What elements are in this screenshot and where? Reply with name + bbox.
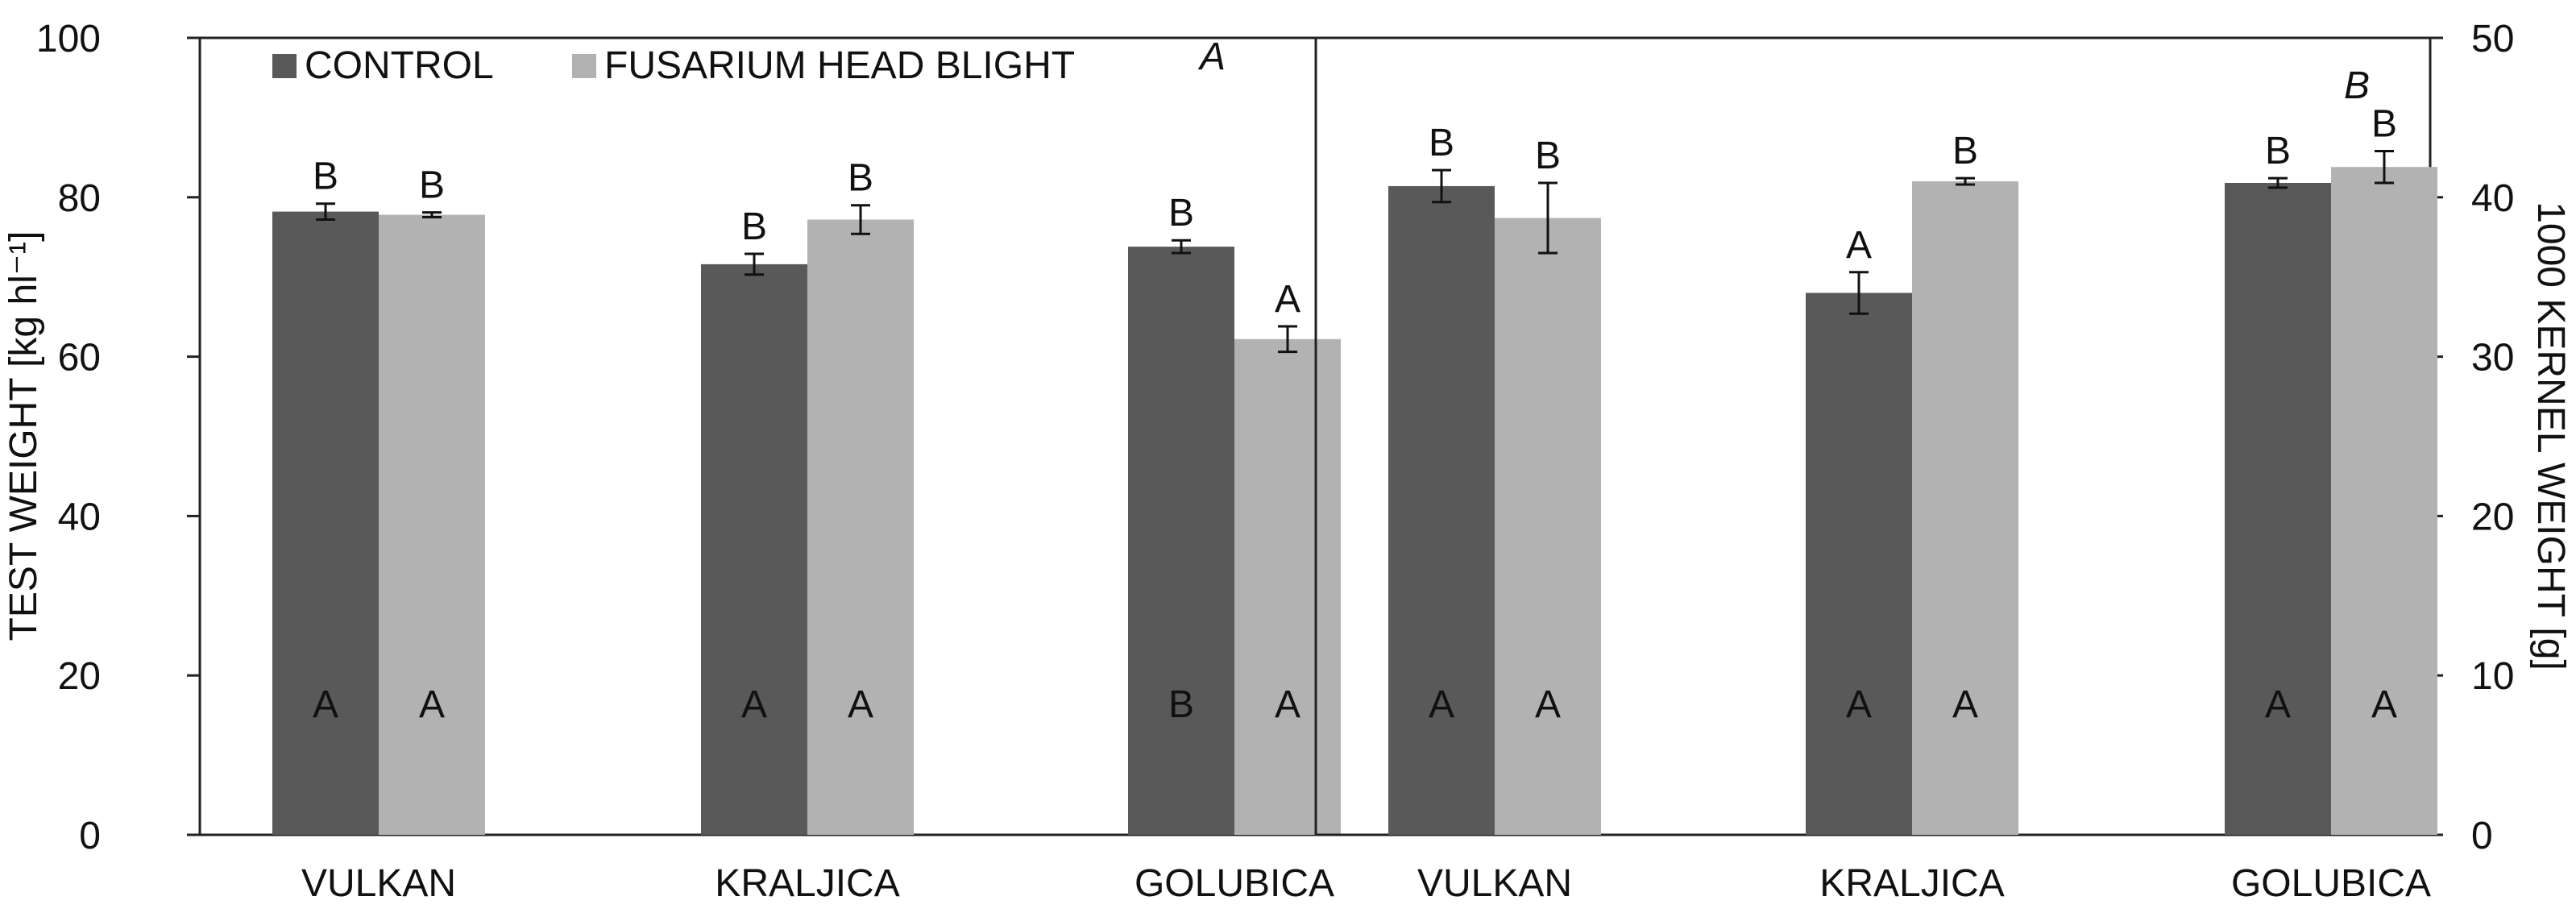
y-tick-label: 50: [2471, 18, 2514, 60]
significance-letter-top: B: [848, 157, 873, 200]
significance-letter-bottom: A: [1952, 683, 1978, 726]
significance-letter-bottom: A: [741, 683, 767, 726]
significance-letter-top: B: [419, 164, 445, 207]
y-tick-label: 0: [2471, 815, 2493, 857]
legend-swatch-fhb: [572, 54, 596, 78]
x-tick-label: GOLUBICA: [2231, 862, 2431, 905]
significance-letter-top: B: [1168, 192, 1194, 234]
y-axis-title: TEST WEIGHT [kg hl⁻¹]: [2, 231, 45, 641]
significance-letter-top: B: [1535, 135, 1561, 177]
significance-letter-top: B: [741, 205, 767, 248]
y-tick-label: 60: [58, 337, 101, 380]
x-tick-label: KRALJICA: [1819, 862, 2004, 905]
y-tick-label: 100: [36, 18, 101, 60]
panel-A: 0 20 40 60 80 100 TEST WEIGHT [kg hl⁻¹] A B A B A VU…: [2, 18, 1341, 905]
significance-letter-top: B: [2371, 102, 2397, 145]
legend: CONTROL FUSARIUM HEAD BLIGHT: [272, 44, 1075, 87]
significance-letter-bottom: A: [848, 683, 873, 726]
significance-letter-bottom: A: [2371, 683, 2397, 726]
significance-letter-bottom: A: [1846, 683, 1872, 726]
y-tick-label: 20: [2471, 496, 2514, 538]
y-tick-label: 30: [2471, 337, 2514, 380]
significance-letter-bottom: A: [1429, 683, 1454, 726]
bar: [2331, 167, 2437, 835]
y-axis-title: 1000 KERNEL WEIGHT [g]: [2529, 201, 2572, 670]
significance-letter-top: B: [2265, 130, 2291, 172]
bar: [1128, 247, 1234, 835]
panel-label: A: [1197, 35, 1226, 78]
x-tick-label: VULKAN: [301, 862, 456, 905]
x-tick-label: GOLUBICA: [1135, 862, 1334, 905]
x-tick-label: VULKAN: [1417, 862, 1572, 905]
bar: [272, 211, 379, 835]
bar: [379, 214, 485, 836]
y-tick-label: 20: [58, 655, 101, 698]
significance-letter-bottom: A: [419, 683, 445, 726]
bar: [1234, 338, 1341, 835]
significance-letter-bottom: B: [1168, 683, 1194, 726]
legend-swatch-control: [272, 54, 297, 78]
y-tick-label: 80: [58, 177, 101, 220]
bar: [1912, 181, 2018, 835]
significance-letter-bottom: A: [1535, 683, 1561, 726]
bar: [2225, 182, 2331, 836]
y-tick-label: 0: [79, 815, 101, 857]
y-tick-label: 40: [2471, 177, 2514, 220]
bar: [807, 219, 914, 835]
bar: [1388, 185, 1495, 836]
panel-label: B: [2344, 64, 2370, 107]
y-tick-label: 10: [2471, 655, 2514, 698]
bar: [1495, 218, 1601, 835]
legend-label-fhb: FUSARIUM HEAD BLIGHT: [604, 44, 1075, 87]
significance-letter-top: A: [1275, 278, 1300, 321]
significance-letter-top: A: [1846, 224, 1872, 267]
legend-label-control: CONTROL: [305, 44, 494, 87]
significance-letter-top: B: [1429, 122, 1454, 164]
significance-letter-bottom: A: [313, 683, 338, 726]
bar: [701, 264, 807, 836]
significance-letter-top: B: [1952, 130, 1978, 172]
bar: [1806, 293, 1912, 836]
x-tick-label: KRALJICA: [715, 862, 899, 905]
significance-letter-top: B: [313, 156, 338, 198]
y-tick-label: 40: [58, 496, 101, 538]
significance-letter-bottom: A: [2265, 683, 2291, 726]
significance-letter-bottom: A: [1275, 683, 1300, 726]
